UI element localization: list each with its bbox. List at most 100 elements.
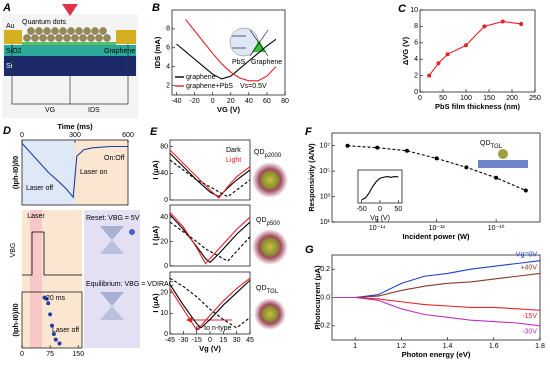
point bbox=[464, 165, 469, 170]
qd-main: QD bbox=[256, 285, 267, 292]
y-tick-label: -0.2 bbox=[318, 323, 330, 330]
point bbox=[519, 21, 524, 26]
label: IDS bbox=[88, 107, 100, 114]
y-axis-label: IDS (mA) bbox=[153, 36, 162, 68]
annotation: Laser off bbox=[26, 185, 53, 192]
y-tick-label: 10⁵ bbox=[319, 168, 330, 175]
y-tick-label: 0.2 bbox=[320, 266, 330, 273]
qd-main: QD bbox=[480, 140, 491, 147]
series-line bbox=[176, 38, 277, 80]
point bbox=[494, 175, 499, 180]
x-tick-label: 10⁻¹² bbox=[429, 225, 446, 232]
x-tick-label: 1.2 bbox=[396, 343, 406, 350]
annotation: Vs=0.5V bbox=[240, 83, 267, 90]
band bbox=[249, 29, 269, 57]
x-tick-label: 250 bbox=[529, 95, 541, 102]
label: Reset: VBG = 5V bbox=[86, 215, 140, 222]
x-tick-label: 1.4 bbox=[443, 343, 453, 350]
series-line bbox=[169, 221, 251, 262]
x-tick-label: -20 bbox=[190, 98, 200, 105]
au-pad bbox=[116, 30, 136, 44]
y-axis-label: ΔVG (V) bbox=[401, 36, 410, 65]
qd-label: QDTGL bbox=[480, 140, 503, 150]
graphene-layer bbox=[22, 42, 116, 45]
gate-pulse bbox=[22, 231, 82, 276]
x-tick-label: -45 bbox=[165, 337, 175, 344]
y-tick-label: 20 bbox=[160, 290, 168, 297]
qd-label: QDp2000 bbox=[254, 149, 282, 159]
point bbox=[57, 341, 62, 346]
annotation: Light bbox=[226, 157, 241, 164]
label: Au bbox=[6, 23, 15, 30]
point bbox=[464, 43, 468, 48]
x-tick-label: 10⁻¹⁴ bbox=[369, 225, 386, 232]
annotation: 20 ms bbox=[46, 295, 66, 302]
device-schematic: Quantum dots Au SiO2 Graphene Si VG IDS bbox=[2, 4, 138, 118]
plot-frame bbox=[21, 291, 83, 349]
series-line bbox=[428, 20, 522, 76]
point bbox=[48, 312, 53, 317]
dirac-cone bbox=[100, 292, 124, 306]
series-line bbox=[169, 214, 251, 264]
plot-frame bbox=[169, 204, 251, 267]
x-tick-label: 45 bbox=[246, 337, 254, 344]
qd-main: QD bbox=[254, 149, 265, 156]
y-axis-label: I (μA) bbox=[151, 293, 160, 313]
y-tick-label: 10 bbox=[410, 7, 418, 14]
y-tick-label: 10³ bbox=[320, 193, 331, 200]
dirac-cone bbox=[100, 240, 124, 254]
point bbox=[46, 301, 51, 306]
point bbox=[445, 52, 450, 57]
plot-frame bbox=[171, 9, 286, 96]
y-tick-label: 6 bbox=[166, 45, 170, 52]
label: VG bbox=[45, 107, 55, 114]
x-tick-label: -15 bbox=[192, 337, 202, 344]
y-axis-label: I (μA) bbox=[151, 160, 160, 180]
x-tick-label: 1.8 bbox=[535, 343, 545, 350]
point bbox=[427, 73, 432, 78]
series-line bbox=[169, 277, 251, 331]
dirac-cone bbox=[100, 226, 124, 240]
annotation: On:Off bbox=[104, 155, 125, 162]
y-tick-label: 0 bbox=[164, 331, 168, 338]
y-tick-label: 0.0 bbox=[320, 294, 330, 301]
x-axis-label: Vg (V) bbox=[370, 215, 390, 222]
series-label: -15V bbox=[522, 313, 537, 320]
point bbox=[51, 332, 56, 336]
y-tick-label: 0 bbox=[164, 263, 168, 270]
annotation: Laser off bbox=[52, 327, 79, 334]
series-line bbox=[169, 211, 251, 265]
panel-label: A bbox=[2, 2, 11, 14]
series-label: -30V bbox=[522, 329, 537, 336]
point bbox=[523, 188, 528, 193]
x-tick-label: -30 bbox=[178, 337, 188, 344]
y-tick-label: 2 bbox=[166, 82, 170, 89]
x-tick-label: 20 bbox=[227, 98, 235, 105]
series-line bbox=[169, 277, 251, 329]
y-tick-label: 2 bbox=[414, 72, 418, 79]
x-tick-label: 200 bbox=[506, 95, 518, 102]
x-tick-label: 0 bbox=[418, 95, 422, 102]
qd-sub: p2000 bbox=[265, 153, 282, 159]
y-tick-label: 40 bbox=[160, 214, 168, 221]
sio2-layer bbox=[4, 45, 136, 56]
x-tick-label: -40 bbox=[171, 98, 181, 105]
x-tick-label: 150 bbox=[72, 351, 84, 358]
series-line bbox=[332, 296, 541, 311]
series-line bbox=[185, 19, 277, 82]
y-tick-label: 8 bbox=[166, 26, 170, 33]
y-tick-label: 4 bbox=[414, 56, 418, 63]
x-tick-label: 600 bbox=[122, 132, 134, 139]
x-tick-label: 1.6 bbox=[489, 343, 499, 350]
annotation: Laser on bbox=[80, 169, 107, 176]
series-line bbox=[332, 272, 541, 299]
quantum-dots bbox=[23, 27, 111, 42]
x-tick-label: 50 bbox=[394, 206, 402, 213]
x-tick-label: 40 bbox=[245, 98, 253, 105]
y-axis-label: (Iph-I0)/I0 bbox=[11, 156, 20, 189]
qd-sub: TGL bbox=[491, 144, 503, 150]
gate-diagram: VBG Laser Reset: VBG = 5V Equilibrium: V… bbox=[10, 213, 174, 320]
y-tick-label: 10¹ bbox=[320, 219, 331, 226]
x-tick-label: 80 bbox=[281, 98, 289, 105]
